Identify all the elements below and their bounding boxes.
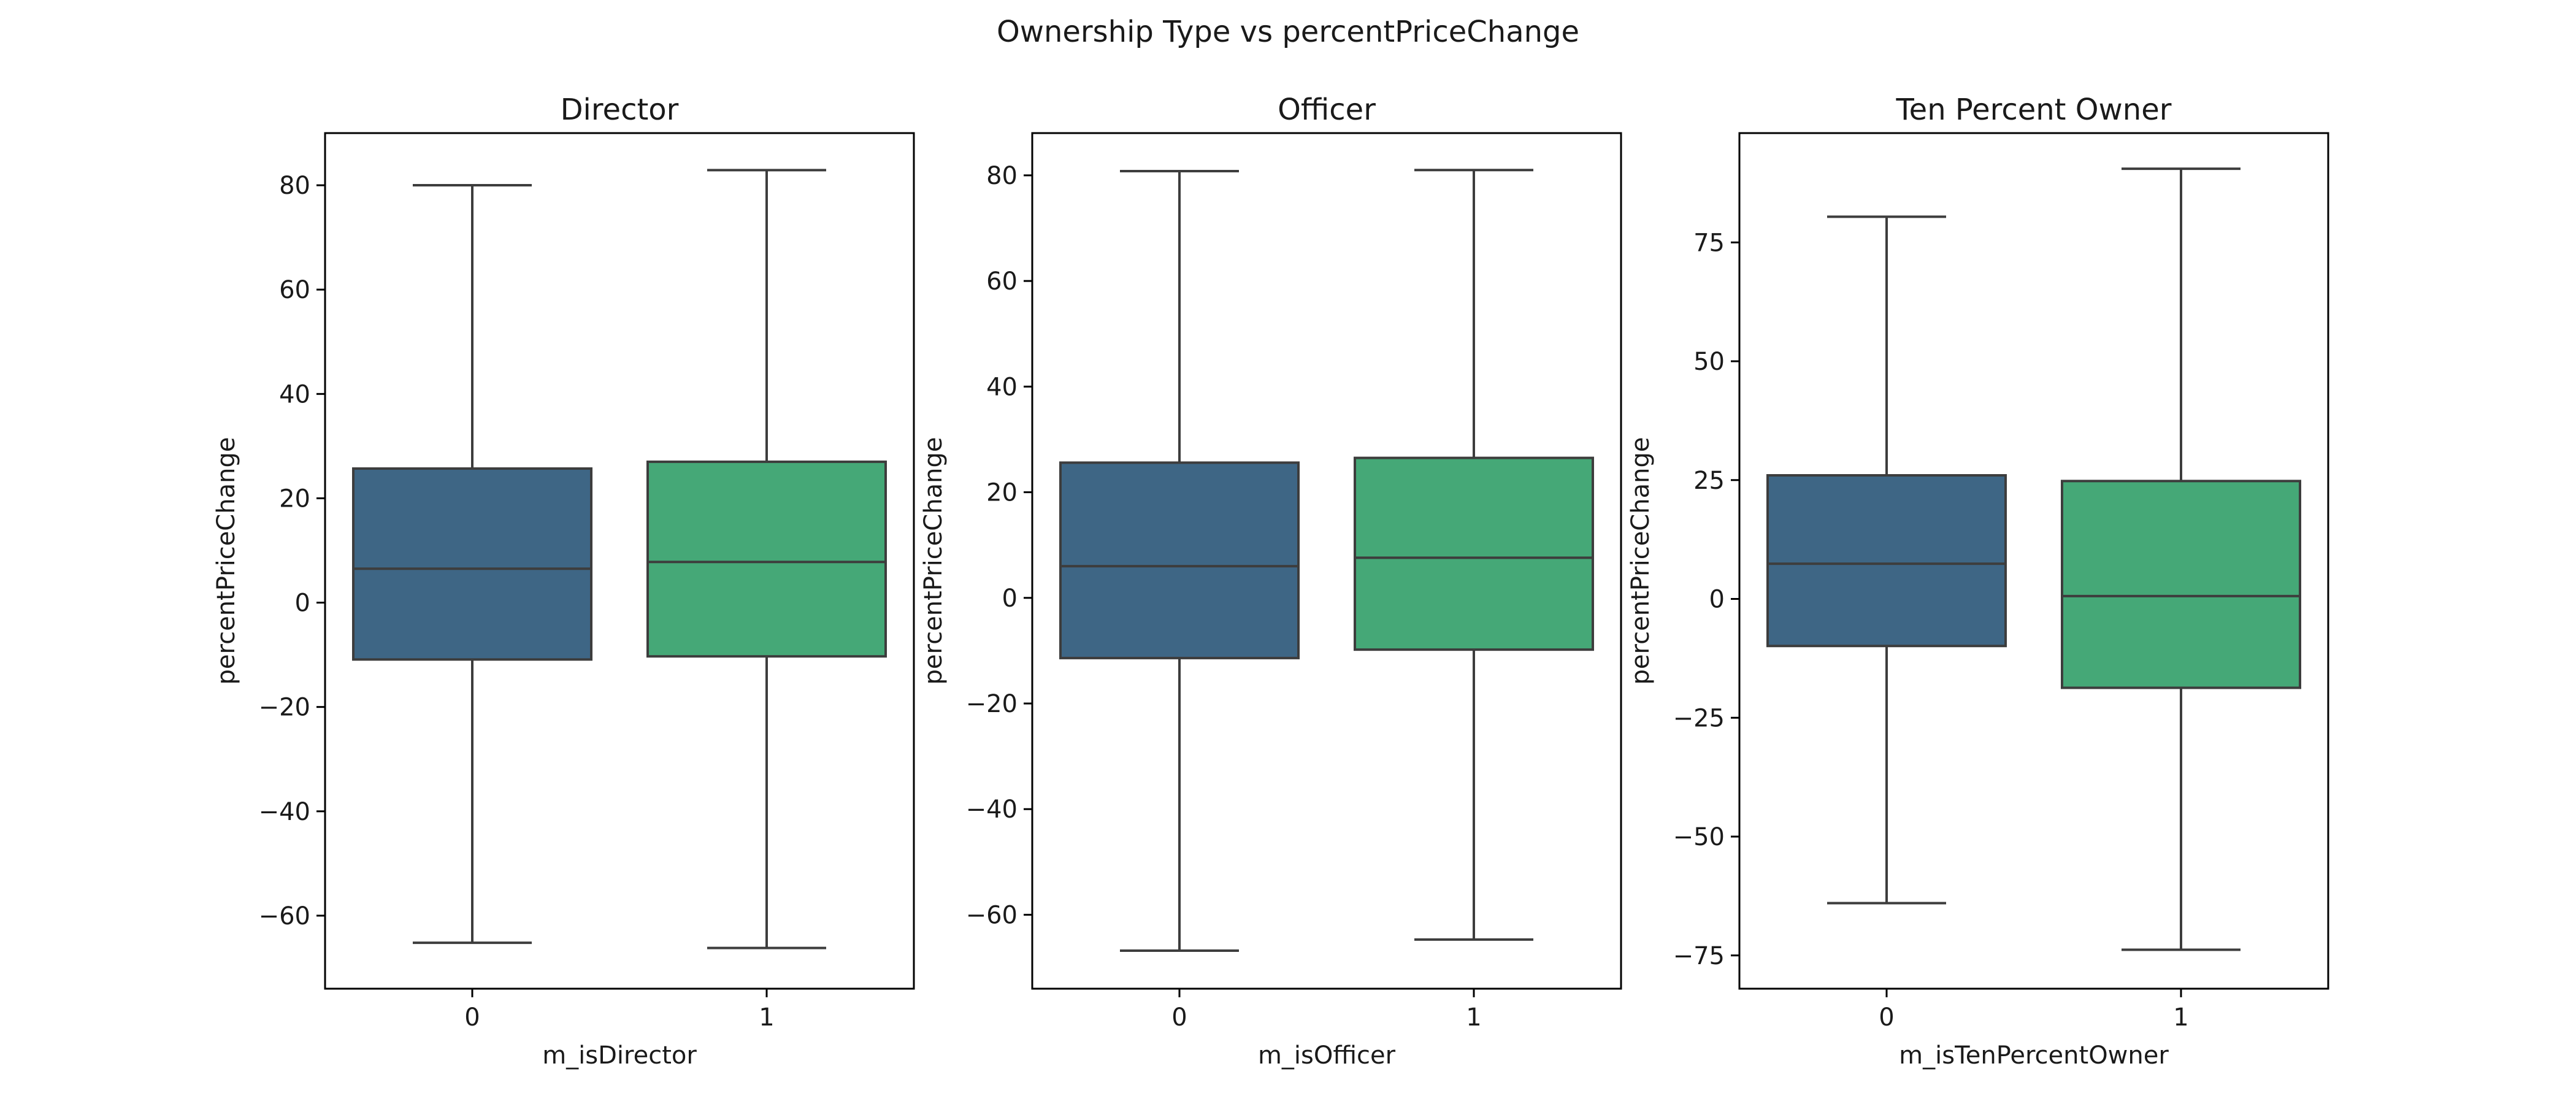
box-0	[1766, 215, 2007, 905]
axes-frame	[324, 132, 915, 990]
y-tick-label: −60	[966, 901, 1018, 929]
x-tick-label: 1	[2173, 1003, 2188, 1032]
y-tick-label: 0	[1002, 585, 1018, 613]
box-iqr	[1766, 474, 2007, 648]
y-tick-label: 0	[295, 589, 310, 618]
y-tick-label: −20	[259, 694, 310, 722]
x-tick-label: 1	[759, 1003, 774, 1032]
box-iqr	[1354, 456, 1594, 651]
box-iqr	[646, 460, 887, 658]
y-tick-label: −25	[1673, 704, 1725, 732]
x-axis-label: m_isTenPercentOwner	[1899, 1041, 2169, 1070]
box-iqr	[1059, 461, 1300, 659]
y-tick-label: 20	[279, 485, 310, 513]
box-0	[352, 184, 592, 945]
box-0	[1059, 170, 1300, 952]
y-tick-label: 80	[986, 162, 1018, 190]
y-axis-label: percentPriceChange	[1627, 437, 1655, 685]
x-tick-label: 0	[464, 1003, 480, 1032]
figure-title: Ownership Type vs percentPriceChange	[996, 15, 1580, 49]
panel-2: −60 −40 −20 0 20 40 60 80 0 1 Officer m_isOfficer pe…	[919, 93, 1622, 1070]
x-tick-label: 1	[1466, 1003, 1481, 1032]
y-tick-label: 60	[986, 267, 1018, 296]
x-axis-label: m_isOfficer	[1258, 1041, 1396, 1070]
box-iqr	[2061, 480, 2301, 689]
x-tick-label: 0	[1171, 1003, 1187, 1032]
x-tick-label: 0	[1879, 1003, 1894, 1032]
y-tick-label: 80	[279, 172, 310, 200]
y-tick-label: 75	[1693, 229, 1725, 257]
y-tick-label: 0	[1709, 586, 1725, 614]
box-1	[1354, 169, 1594, 941]
panel-title: Director	[561, 93, 679, 127]
box-1	[2061, 167, 2301, 951]
panel-1: −60 −40 −20 0 20 40 60 80 0 1 Director m_isDirector…	[212, 93, 915, 1070]
y-tick-label: 60	[279, 276, 310, 304]
y-tick-label: 20	[986, 479, 1018, 507]
y-tick-label: −40	[259, 798, 310, 826]
box-1	[646, 169, 887, 949]
y-tick-label: −60	[259, 902, 310, 930]
y-tick-label: −50	[1673, 823, 1725, 851]
y-tick-label: 40	[279, 380, 310, 408]
box-iqr	[352, 467, 592, 661]
y-tick-label: −40	[966, 795, 1018, 824]
axes-frame	[1031, 132, 1622, 990]
y-tick-label: 50	[1693, 348, 1725, 376]
y-tick-label: −20	[966, 690, 1018, 718]
x-axis-label: m_isDirector	[542, 1041, 697, 1070]
panel-title: Officer	[1278, 93, 1376, 127]
axes-frame	[1738, 132, 2329, 990]
y-axis-label: percentPriceChange	[919, 437, 948, 685]
y-tick-label: 25	[1693, 467, 1725, 495]
panel-3: −75 −50 −25 0 25 50 75 0 1 Ten Percent Owner m_isT…	[1627, 93, 2329, 1070]
y-tick-label: −75	[1673, 942, 1725, 970]
y-tick-label: 40	[986, 373, 1018, 401]
panel-title: Ten Percent Owner	[1896, 93, 2172, 127]
y-axis-label: percentPriceChange	[212, 437, 240, 685]
